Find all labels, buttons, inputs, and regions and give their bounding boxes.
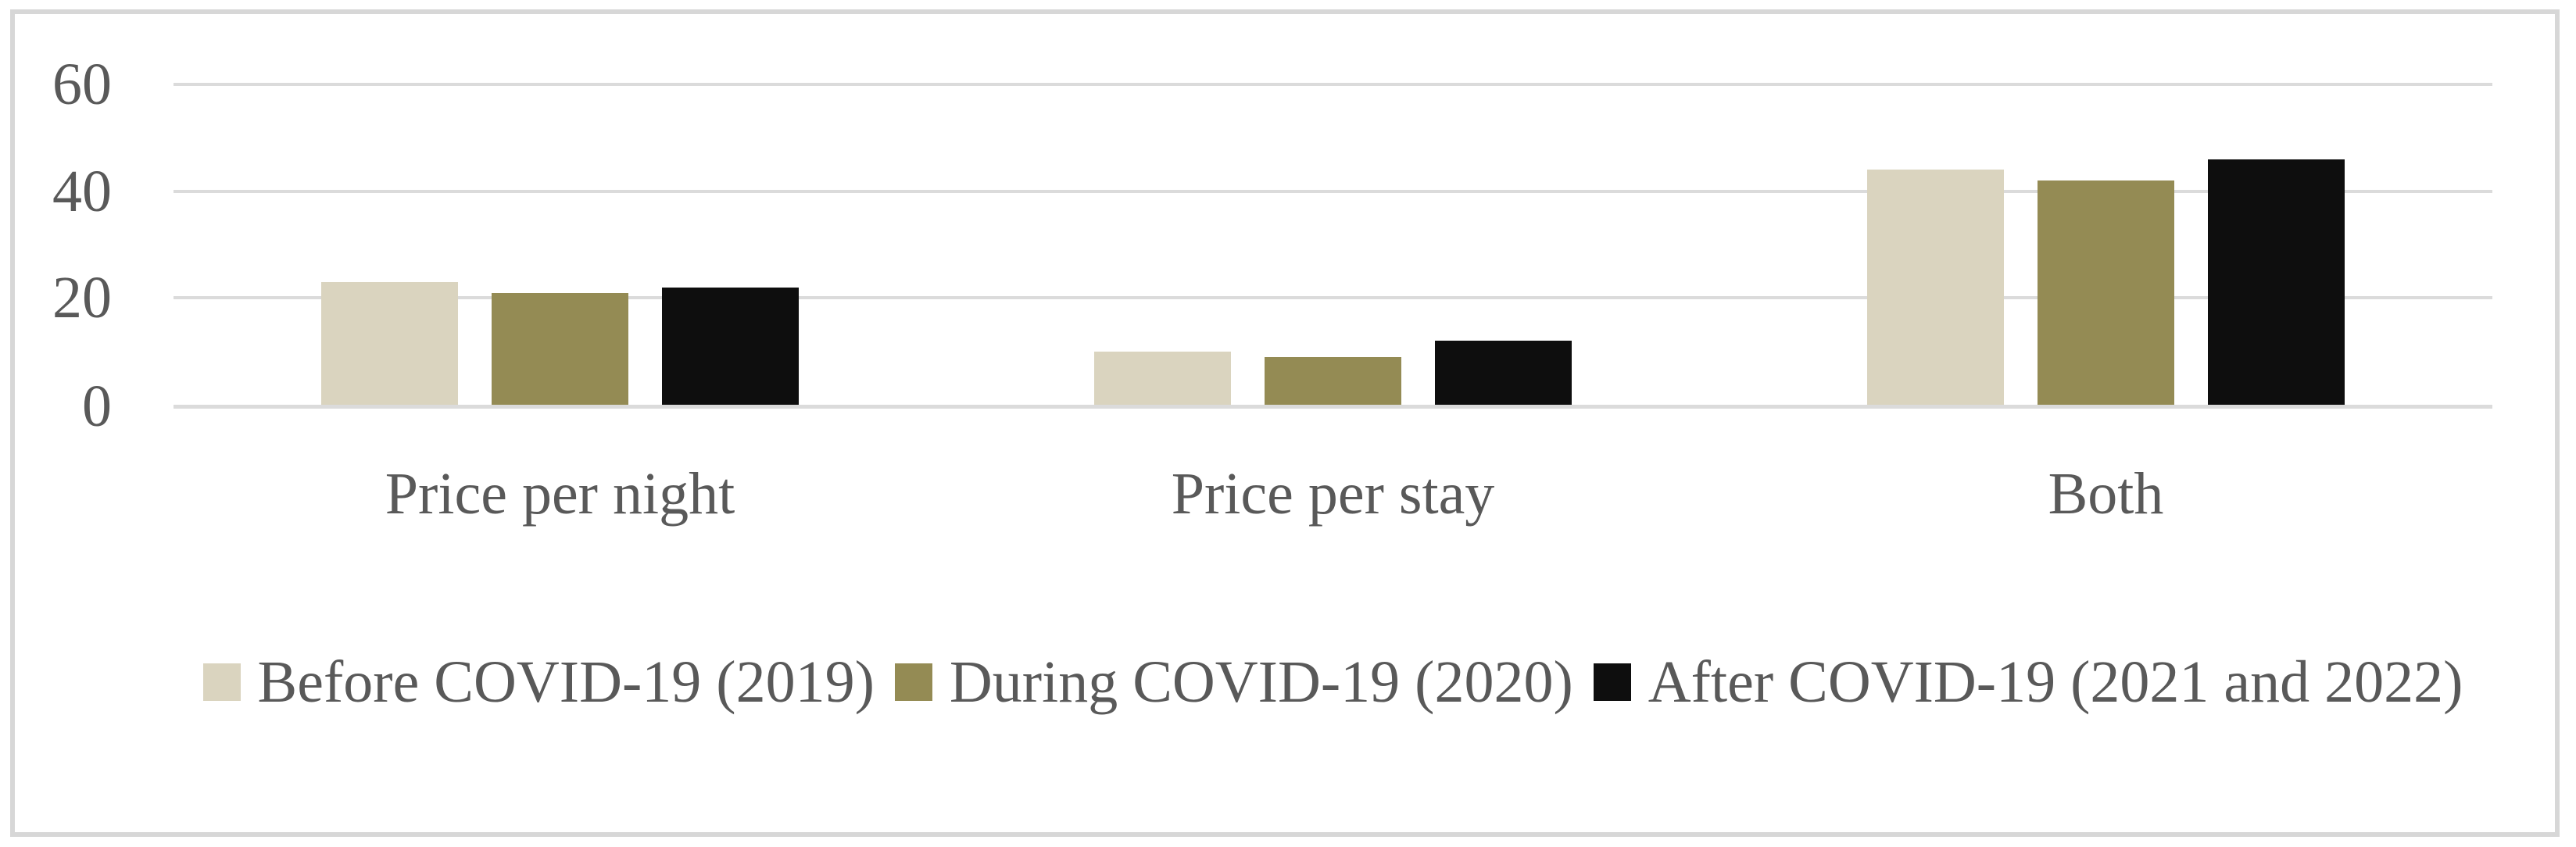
legend-item: During COVID-19 (2020) xyxy=(894,649,1573,717)
bar xyxy=(2038,180,2174,405)
category-label: Price per night xyxy=(385,461,735,527)
y-tick-label-40: 40 xyxy=(52,158,112,224)
bar xyxy=(2208,159,2345,405)
legend-swatch xyxy=(1593,663,1631,701)
legend-label: During COVID-19 (2020) xyxy=(949,649,1573,715)
bar xyxy=(492,292,628,405)
y-tick-label-0: 0 xyxy=(82,373,112,439)
gridline-60 xyxy=(174,83,2492,86)
legend-label: After COVID-19 (2021 and 2022) xyxy=(1648,649,2463,715)
category-label: Price per stay xyxy=(1171,461,1495,527)
legend: Before COVID-19 (2019) During COVID-19 (2… xyxy=(174,639,2492,725)
bar xyxy=(1435,341,1572,405)
legend-label: Before COVID-19 (2019) xyxy=(257,649,875,715)
chart-border xyxy=(10,9,2560,837)
bar xyxy=(662,287,799,405)
gridline-40 xyxy=(174,189,2492,193)
legend-item: After COVID-19 (2021 and 2022) xyxy=(1593,649,2463,717)
category-label: Both xyxy=(2048,461,2164,527)
y-tick-label-20: 20 xyxy=(52,265,112,331)
legend-swatch xyxy=(894,663,932,701)
bar xyxy=(1265,356,1401,405)
gridline-20 xyxy=(174,296,2492,300)
legend-swatch xyxy=(202,663,241,701)
gridline-0 xyxy=(174,405,2492,409)
bar xyxy=(1867,170,2004,405)
bar xyxy=(1094,351,1231,405)
bar xyxy=(321,281,458,405)
legend-item: Before COVID-19 (2019) xyxy=(202,649,875,717)
y-tick-label-60: 60 xyxy=(52,52,112,117)
